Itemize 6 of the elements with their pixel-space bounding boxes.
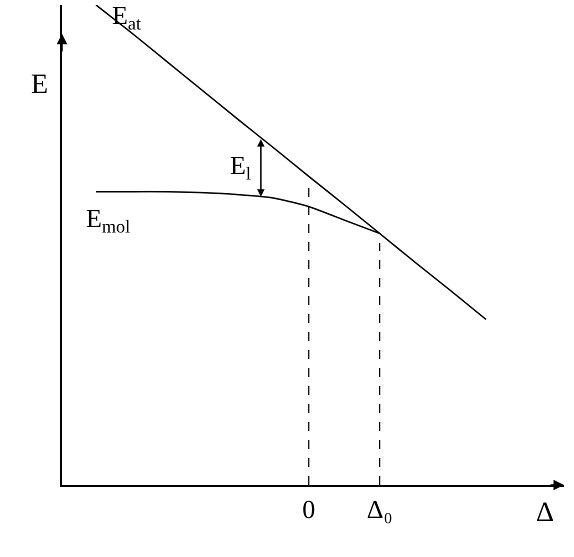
x-axis-title: Δ [536, 497, 554, 528]
x-tick-label: 0 [302, 494, 316, 524]
y-axis-title: E [31, 69, 48, 100]
x-tick-label: Δ₀ [366, 494, 393, 524]
annotation: E$_{l}$ [230, 151, 251, 184]
series-label: E$_{mol}$ [86, 204, 130, 236]
